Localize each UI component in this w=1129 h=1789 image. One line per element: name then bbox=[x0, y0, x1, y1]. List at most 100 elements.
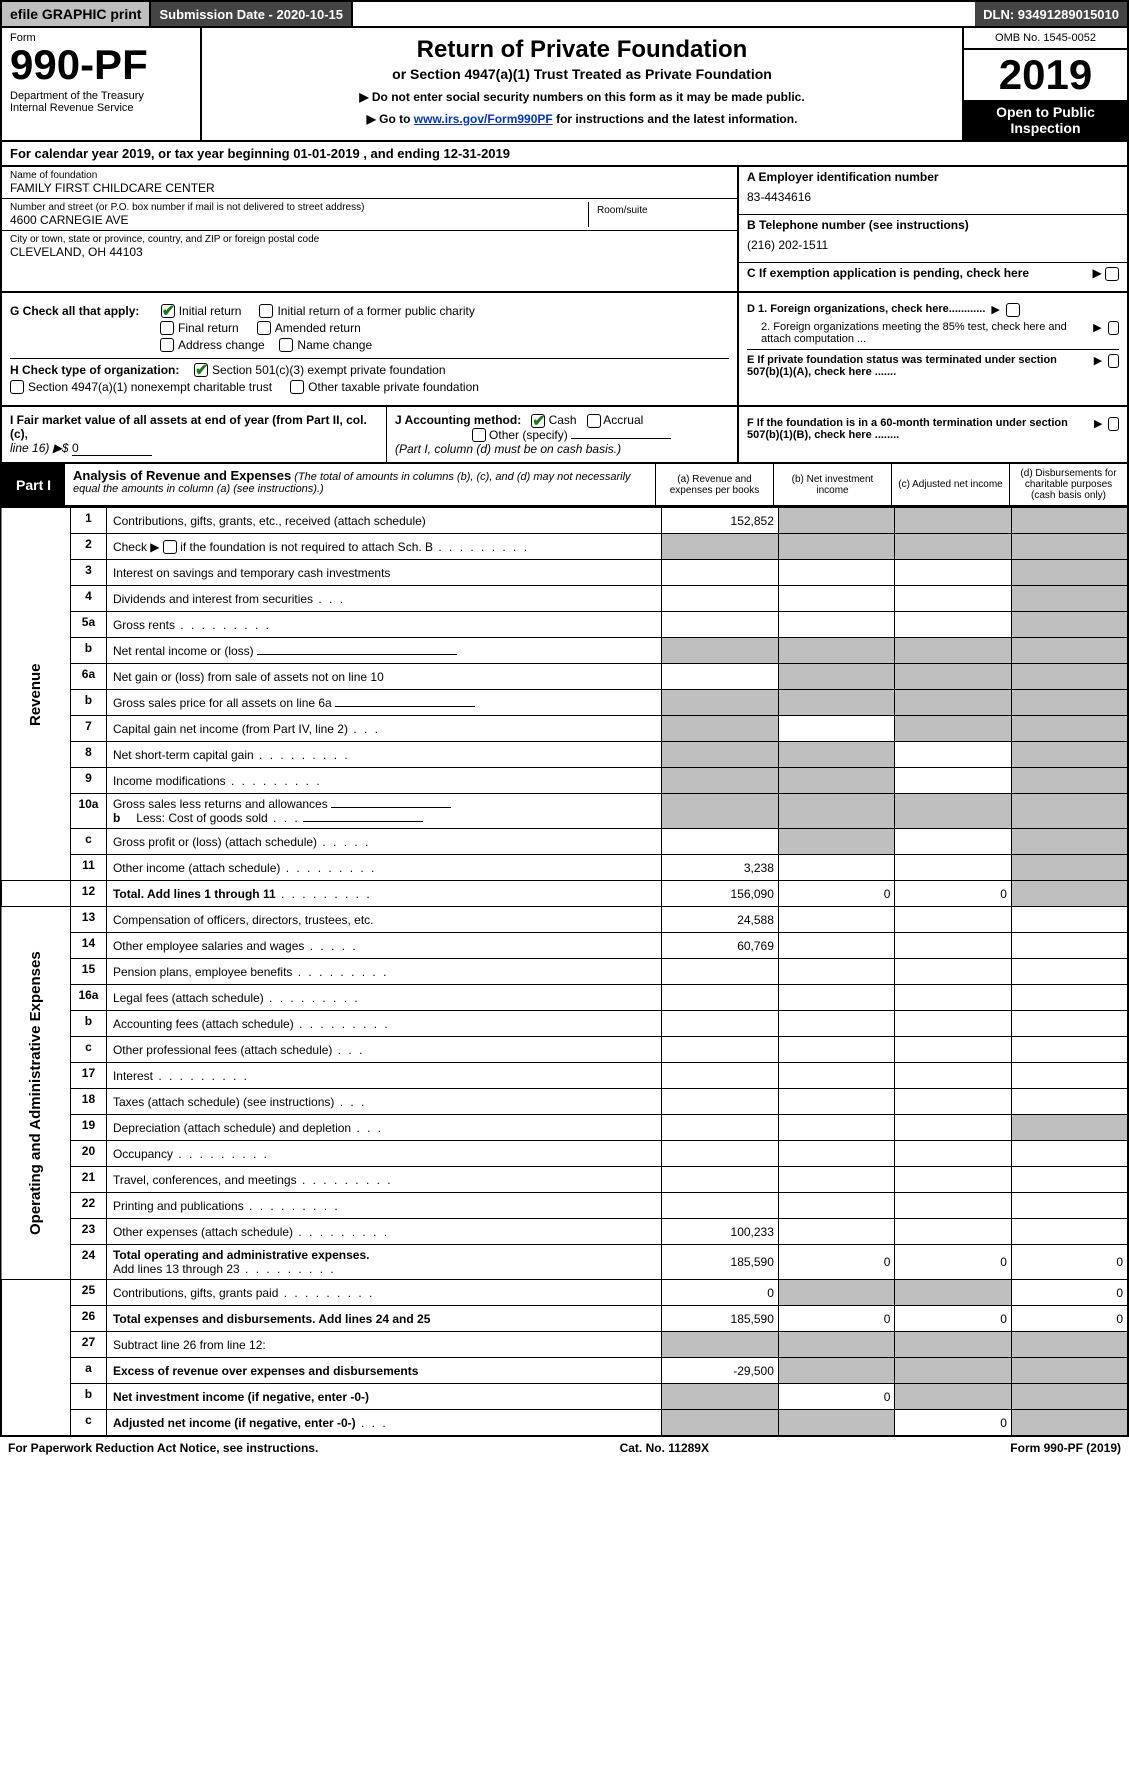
initial-former-cb[interactable] bbox=[259, 304, 273, 318]
cash: Cash bbox=[549, 413, 577, 427]
cash-cb[interactable] bbox=[531, 414, 545, 428]
other-tax-cb[interactable] bbox=[290, 380, 304, 394]
ln: c bbox=[71, 1410, 107, 1436]
addr-label: Number and street (or P.O. box number if… bbox=[10, 202, 588, 213]
amt: 100,233 bbox=[661, 1219, 778, 1245]
ln: 6a bbox=[71, 664, 107, 690]
other-tax: Other taxable private foundation bbox=[308, 380, 479, 394]
ldesc: Gross rents bbox=[106, 612, 661, 638]
s501: Section 501(c)(3) exempt private foundat… bbox=[212, 363, 445, 377]
d1-cb[interactable] bbox=[1006, 303, 1020, 317]
calendar-year: For calendar year 2019, or tax year begi… bbox=[0, 142, 1129, 167]
ldesc: Gross profit or (loss) (attach schedule) bbox=[106, 829, 661, 855]
addr-change-cb[interactable] bbox=[160, 338, 174, 352]
amt: 24,588 bbox=[661, 907, 778, 933]
efile-btn[interactable]: efile GRAPHIC print bbox=[2, 2, 151, 26]
d1: D 1. Foreign organizations, check here..… bbox=[747, 303, 985, 315]
revenue-vlabel: Revenue bbox=[1, 508, 71, 881]
f-label: F If the foundation is in a 60-month ter… bbox=[747, 417, 1088, 441]
ldesc: Occupancy bbox=[106, 1141, 661, 1167]
ln: 22 bbox=[71, 1193, 107, 1219]
form-title: Return of Private Foundation bbox=[210, 36, 954, 64]
foundation-name: FAMILY FIRST CHILDCARE CENTER bbox=[10, 181, 729, 195]
ln: 9 bbox=[71, 768, 107, 794]
ln: 19 bbox=[71, 1115, 107, 1141]
i-label: I Fair market value of all assets at end… bbox=[10, 413, 367, 441]
c-checkbox[interactable] bbox=[1105, 267, 1119, 281]
amt: 0 bbox=[778, 1245, 895, 1280]
amt: 185,590 bbox=[661, 1245, 778, 1280]
irs-link[interactable]: www.irs.gov/Form990PF bbox=[414, 112, 553, 126]
ln: b bbox=[71, 1384, 107, 1410]
ldesc: Gross sales less returns and allowances … bbox=[106, 794, 661, 829]
main-table: Revenue 1Contributions, gifts, grants, e… bbox=[0, 507, 1129, 1437]
schb-cb[interactable] bbox=[163, 540, 177, 554]
omb: OMB No. 1545-0052 bbox=[964, 28, 1127, 50]
address: 4600 CARNEGIE AVE bbox=[10, 213, 588, 227]
ln: 27 bbox=[71, 1332, 107, 1358]
amended: Amended return bbox=[275, 321, 361, 335]
part1-header: Part I Analysis of Revenue and Expenses … bbox=[0, 464, 1129, 507]
phone-label: B Telephone number (see instructions) bbox=[747, 218, 969, 232]
ldesc: Accounting fees (attach schedule) bbox=[106, 1011, 661, 1037]
final-return-cb[interactable] bbox=[160, 321, 174, 335]
amt: 0 bbox=[778, 1384, 895, 1410]
submission-date: Submission Date - 2020-10-15 bbox=[151, 2, 353, 26]
initial-return: Initial return bbox=[179, 304, 242, 318]
ldesc: Taxes (attach schedule) (see instruction… bbox=[106, 1089, 661, 1115]
ln: 2 bbox=[71, 534, 107, 560]
g-label: G Check all that apply: bbox=[10, 304, 139, 318]
check-area: G Check all that apply: Initial return I… bbox=[0, 293, 1129, 407]
col-c: (c) Adjusted net income bbox=[891, 464, 1009, 505]
amt: 0 bbox=[895, 1306, 1012, 1332]
ldesc: Capital gain net income (from Part IV, l… bbox=[106, 716, 661, 742]
ln: 25 bbox=[71, 1280, 107, 1306]
j-note: (Part I, column (d) must be on cash basi… bbox=[395, 442, 621, 456]
ldesc: Interest bbox=[106, 1063, 661, 1089]
ldesc: Other expenses (attach schedule) bbox=[106, 1219, 661, 1245]
form-subtitle: or Section 4947(a)(1) Trust Treated as P… bbox=[210, 66, 954, 82]
ldesc: Legal fees (attach schedule) bbox=[106, 985, 661, 1011]
ldesc: Income modifications bbox=[106, 768, 661, 794]
col-d: (d) Disbursements for charitable purpose… bbox=[1009, 464, 1127, 505]
c-label: C If exemption application is pending, c… bbox=[747, 266, 1029, 280]
ldesc: Net gain or (loss) from sale of assets n… bbox=[106, 664, 661, 690]
ln: b bbox=[71, 638, 107, 664]
ln: 13 bbox=[71, 907, 107, 933]
ln: 10a bbox=[71, 794, 107, 829]
ldesc: Total expenses and disbursements. Add li… bbox=[106, 1306, 661, 1332]
city: CLEVELAND, OH 44103 bbox=[10, 245, 729, 259]
ln: c bbox=[71, 1037, 107, 1063]
i-val: 0 bbox=[72, 441, 152, 456]
s4947-cb[interactable] bbox=[10, 380, 24, 394]
spacer bbox=[353, 2, 975, 26]
expenses-vlabel: Operating and Administrative Expenses bbox=[1, 907, 71, 1280]
initial-return-cb[interactable] bbox=[161, 304, 175, 318]
ln: 8 bbox=[71, 742, 107, 768]
ln: 5a bbox=[71, 612, 107, 638]
f-cb[interactable] bbox=[1108, 417, 1119, 431]
ldesc: Compensation of officers, directors, tru… bbox=[106, 907, 661, 933]
ln: 11 bbox=[71, 855, 107, 881]
ldesc: Other income (attach schedule) bbox=[106, 855, 661, 881]
s501-cb[interactable] bbox=[194, 363, 208, 377]
room-label: Room/suite bbox=[589, 202, 729, 227]
accrual-cb[interactable] bbox=[587, 414, 601, 428]
form-number: 990-PF bbox=[10, 44, 192, 86]
info-block: Name of foundation FAMILY FIRST CHILDCAR… bbox=[0, 167, 1129, 293]
ln: 15 bbox=[71, 959, 107, 985]
ldesc: Total operating and administrative expen… bbox=[106, 1245, 661, 1280]
name-change-cb[interactable] bbox=[279, 338, 293, 352]
amt: 0 bbox=[1011, 1245, 1128, 1280]
ln: 3 bbox=[71, 560, 107, 586]
amt: 0 bbox=[895, 1245, 1012, 1280]
ldesc: Net rental income or (loss) bbox=[106, 638, 661, 664]
e-cb[interactable] bbox=[1108, 354, 1119, 368]
ldesc: Net investment income (if negative, ente… bbox=[106, 1384, 661, 1410]
amended-cb[interactable] bbox=[257, 321, 271, 335]
other-method-cb[interactable] bbox=[472, 428, 486, 442]
ldesc: Printing and publications bbox=[106, 1193, 661, 1219]
phone: (216) 202-1511 bbox=[747, 238, 1119, 252]
ln: b bbox=[71, 1011, 107, 1037]
d2-cb[interactable] bbox=[1108, 321, 1119, 335]
